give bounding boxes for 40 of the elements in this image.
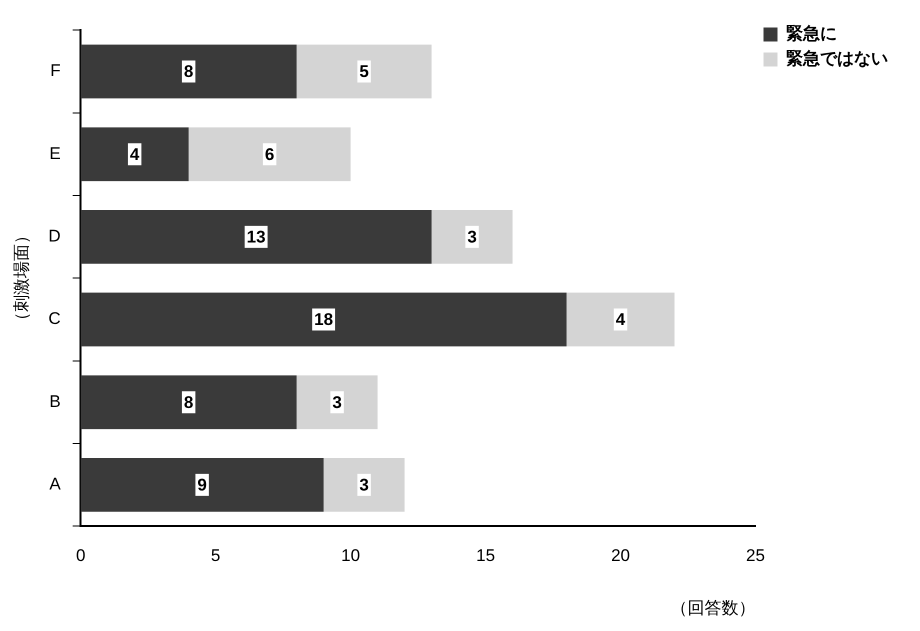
x-tick-label: 0 [76,546,86,566]
bar [296,375,378,430]
y-tick-label: F [50,61,61,80]
bar [324,458,405,512]
bar [80,44,297,98]
bar [80,375,297,430]
x-tick-label: 5 [210,546,220,566]
data-label: 6 [264,144,274,164]
x-axis-title: （回答数） [670,598,756,618]
bar [80,210,432,264]
legend-label: 緊急ではない [786,49,888,68]
y-tick-label: B [49,392,61,411]
data-label: 9 [197,476,207,495]
y-tick-label: D [48,226,61,246]
bar [80,292,567,346]
data-label: 8 [184,62,194,82]
data-label: 13 [246,228,266,247]
data-label: 4 [130,144,140,164]
bar [188,127,351,182]
data-label: 18 [314,310,334,330]
y-tick-label: C [48,309,61,328]
x-tick-label: 25 [746,546,765,566]
bar [80,127,189,182]
data-label: 5 [359,62,369,82]
bar [80,458,324,512]
data-label: 3 [359,476,369,495]
data-label: 8 [184,392,194,412]
y-tick-label: A [49,474,62,494]
data-label: 3 [467,228,477,247]
x-tick-label: 15 [476,546,496,566]
data-label: 3 [332,392,342,412]
data-label: 4 [616,310,626,330]
bar [296,44,432,98]
x-tick-label: 10 [341,546,360,566]
y-axis-title: （刺激場面） [12,227,31,330]
bar [566,292,675,346]
y-tick-label: E [49,144,61,163]
bar [432,210,513,264]
x-tick-label: 20 [611,546,630,566]
legend-label: 緊急に [786,24,837,44]
